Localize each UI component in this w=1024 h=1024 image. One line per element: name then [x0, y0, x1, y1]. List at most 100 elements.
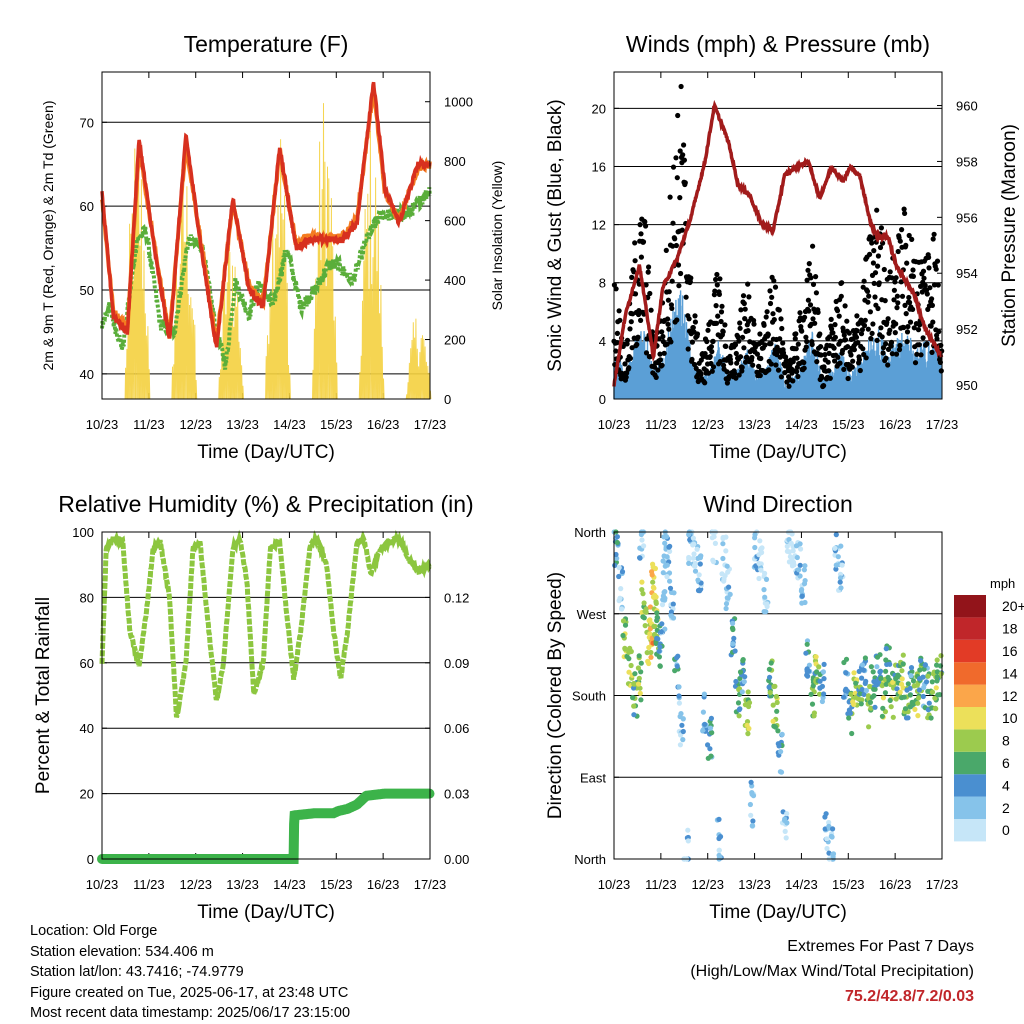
direction-point	[799, 587, 805, 593]
direction-point	[667, 548, 673, 555]
direction-point	[862, 655, 869, 661]
gust-point	[680, 152, 686, 158]
direction-point	[908, 673, 914, 679]
x-tick-label: 12/23	[179, 417, 212, 432]
gust-point	[669, 278, 675, 284]
direction-point	[736, 713, 742, 719]
gust-point	[862, 317, 868, 323]
gust-point	[793, 346, 799, 352]
gust-point	[915, 327, 922, 333]
y2-tick-label: 0.03	[444, 787, 469, 802]
direction-point	[613, 551, 619, 558]
direction-point	[783, 835, 789, 841]
x-tick-label: 17/23	[926, 877, 959, 892]
gust-point	[689, 356, 695, 363]
direction-point	[763, 576, 770, 583]
direction-point	[690, 555, 696, 561]
y-axis-label: Direction (Colored By Speed)	[545, 572, 566, 819]
y2-tick-label: 200	[444, 333, 466, 348]
direction-point	[782, 816, 788, 822]
gust-point	[768, 341, 774, 347]
series-total-precipitation	[97, 788, 435, 864]
gust-point	[891, 287, 898, 293]
gust-point	[904, 329, 911, 335]
gust-point	[818, 344, 824, 350]
direction-point	[868, 664, 875, 670]
gust-point	[905, 324, 911, 330]
extremes-subtitle: (High/Low/Max Wind/Total Precipitation)	[690, 963, 974, 980]
direction-point	[643, 606, 649, 612]
gust-point	[856, 357, 863, 363]
gust-point	[910, 273, 917, 279]
y2-tick-label: 600	[444, 214, 466, 229]
direction-point	[708, 715, 715, 722]
direction-point	[614, 534, 621, 540]
direction-point	[838, 585, 844, 591]
x-tick-label: 10/23	[598, 417, 631, 432]
gust-point	[920, 268, 927, 274]
gust-point	[818, 352, 824, 358]
gust-point	[638, 254, 645, 260]
gust-point	[903, 311, 909, 317]
chart-title: Relative Humidity (%) & Precipitation (i…	[58, 491, 473, 517]
direction-point	[803, 650, 809, 656]
direction-point	[797, 541, 803, 547]
gust-point	[909, 236, 915, 242]
gust-point	[829, 326, 835, 332]
y2-tick-label: 958	[956, 154, 978, 169]
direction-point	[635, 665, 642, 671]
gust-point	[710, 364, 717, 370]
gust-point	[749, 354, 755, 361]
gust-point	[657, 351, 663, 357]
direction-point	[692, 568, 699, 574]
gust-point	[734, 360, 740, 366]
gust-point	[672, 236, 678, 242]
x-tick-label: 16/23	[879, 877, 912, 892]
direction-point	[893, 696, 899, 702]
direction-point	[626, 656, 632, 662]
gust-point	[799, 328, 805, 334]
gust-point	[826, 334, 833, 340]
x-tick-label: 11/23	[133, 877, 165, 892]
gust-point	[803, 334, 809, 340]
direction-point	[932, 695, 938, 701]
direction-point	[929, 679, 935, 685]
direction-point	[905, 681, 911, 687]
direction-point	[838, 543, 844, 549]
gust-point	[653, 374, 659, 380]
direction-point	[657, 644, 663, 650]
direction-point	[794, 554, 800, 561]
y2-tick-label: 0.09	[444, 656, 469, 671]
gust-point	[712, 288, 718, 294]
direction-point	[846, 715, 852, 721]
gust-point	[880, 345, 887, 351]
direction-point	[685, 838, 691, 844]
direction-point	[656, 654, 663, 660]
direction-point	[655, 636, 661, 642]
gust-point	[848, 352, 854, 358]
gust-point	[924, 291, 930, 297]
colorbar-swatch	[954, 662, 986, 685]
direction-point	[763, 609, 769, 615]
direction-point	[732, 648, 738, 654]
series-2m-temperature	[100, 81, 432, 348]
direction-point	[789, 531, 795, 537]
gust-point	[768, 361, 774, 367]
direction-point	[877, 669, 883, 675]
direction-point	[778, 769, 785, 775]
info-recent: Most recent data timestamp: 2025/06/17 2…	[30, 1005, 351, 1021]
direction-point	[923, 679, 930, 685]
gust-point	[629, 274, 635, 280]
gust-point	[892, 330, 898, 336]
gust-point	[673, 155, 679, 161]
series-solar-insolation	[124, 103, 432, 400]
plot-frame	[101, 531, 431, 860]
x-tick-label: 16/23	[367, 417, 400, 432]
gust-point	[685, 346, 691, 352]
plot-area	[611, 529, 945, 862]
direction-point	[737, 669, 744, 675]
gust-point	[766, 367, 772, 373]
gust-point	[871, 248, 877, 254]
gust-point	[721, 362, 727, 368]
gust-point	[809, 341, 815, 348]
